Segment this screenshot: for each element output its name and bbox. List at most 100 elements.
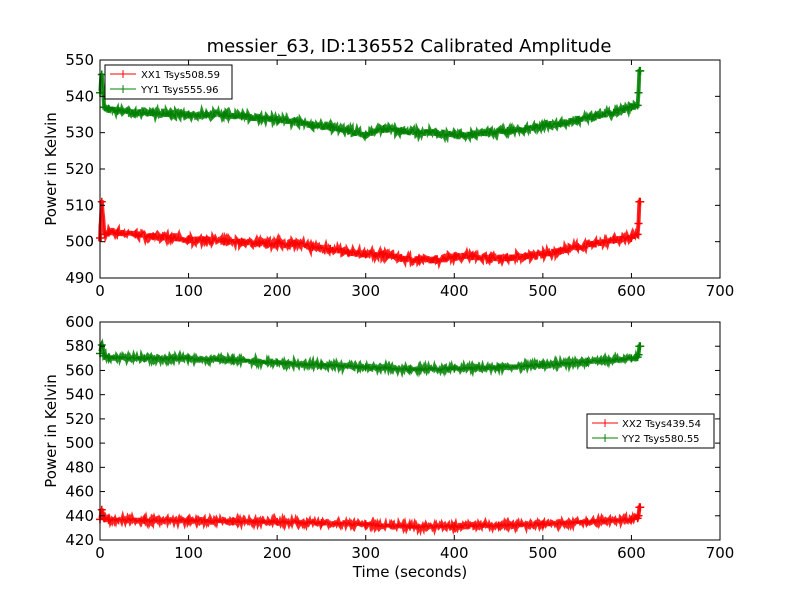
data-point (104, 515, 113, 524)
y-tick-label: 550 (65, 51, 94, 69)
y-tick-label: 560 (65, 361, 94, 379)
data-point (149, 232, 158, 241)
x-tick-label: 100 (174, 544, 203, 562)
y-tick-label: 580 (65, 337, 94, 355)
data-point (255, 239, 264, 248)
data-point (636, 342, 645, 351)
y-tick-label: 600 (65, 313, 94, 331)
data-point (131, 108, 140, 117)
data-point (503, 254, 512, 263)
x-tick-label: 700 (706, 544, 735, 562)
data-point (361, 520, 370, 529)
bottom-y-axis-label: Power in Kelvin (42, 374, 60, 488)
x-tick-label: 0 (95, 282, 105, 300)
x-tick-label: 0 (95, 544, 105, 562)
data-point (361, 363, 370, 372)
y-tick-label: 530 (65, 124, 94, 142)
data-point (290, 117, 299, 126)
legend-marker-yy2: + (600, 431, 610, 445)
data-point (184, 516, 193, 525)
data-point (113, 228, 122, 237)
series-yy1 (96, 66, 645, 144)
bottom-plot-series (96, 338, 645, 537)
data-point (494, 363, 503, 372)
data-point (450, 522, 459, 531)
data-point (485, 128, 494, 137)
data-point (633, 230, 642, 239)
top-plot-ticks: 0 100 200 300 400 500 600 700 490 500 510 520 530 540… (65, 51, 734, 300)
series-xx1 (96, 197, 645, 270)
bottom-legend-box (586, 413, 715, 449)
data-point (97, 197, 106, 206)
data-point (538, 121, 547, 130)
chart-title: messier_63, ID:136552 Calibrated Amplitu… (207, 36, 612, 57)
data-point (317, 360, 326, 369)
y-tick-label: 500 (65, 233, 94, 251)
data-point (634, 350, 643, 359)
data-point (414, 128, 423, 137)
data-point (326, 123, 335, 132)
legend-label-xx2: XX2 Tsys439.54 (622, 419, 701, 430)
data-point (583, 357, 592, 366)
x-tick-label: 300 (351, 544, 380, 562)
y-tick-label: 480 (65, 458, 94, 476)
data-point (538, 520, 547, 529)
data-point (228, 356, 237, 365)
data-point (609, 235, 618, 244)
data-point (627, 234, 636, 243)
data-point (521, 125, 530, 134)
data-point (273, 239, 282, 248)
bottom-plot-frame (99, 321, 721, 541)
bottom-plot-ticks: 0 100 200 300 400 500 600 700 420 440 460 480 500 520… (65, 313, 734, 562)
data-point (379, 125, 388, 134)
data-point (609, 108, 618, 117)
data-point (634, 511, 643, 520)
data-point (220, 110, 228, 119)
data-point (634, 219, 643, 228)
data-point (237, 112, 246, 121)
data-point (104, 105, 113, 114)
data-point (634, 88, 643, 97)
data-point (397, 254, 406, 263)
data-point (220, 237, 228, 246)
data-point (166, 234, 175, 243)
data-point (308, 243, 317, 252)
x-tick-label: 400 (440, 544, 469, 562)
data-point (237, 237, 246, 246)
x-tick-label: 500 (529, 544, 558, 562)
data-point (361, 250, 370, 259)
data-point (100, 351, 109, 360)
x-tick-label: 600 (617, 544, 646, 562)
x-tick-label: 200 (263, 282, 292, 300)
x-tick-label: 400 (440, 282, 469, 300)
data-point (317, 519, 326, 528)
data-point (432, 255, 441, 264)
data-point (131, 230, 140, 239)
x-tick-label: 300 (351, 282, 380, 300)
data-point (636, 66, 645, 75)
y-tick-label: 420 (65, 531, 94, 549)
data-point (627, 103, 636, 112)
data-point (636, 503, 645, 512)
y-tick-label: 520 (65, 160, 94, 178)
data-point (521, 252, 530, 261)
data-point (468, 252, 476, 261)
data-point (308, 121, 317, 130)
y-tick-label: 440 (65, 507, 94, 525)
data-point (485, 254, 494, 263)
data-point (202, 110, 211, 119)
data-point (184, 354, 193, 363)
data-point (184, 110, 193, 119)
data-point (397, 126, 406, 135)
data-point (414, 255, 423, 264)
data-point (104, 228, 113, 237)
y-tick-label: 500 (65, 434, 94, 452)
data-point (273, 358, 282, 367)
data-point (344, 248, 352, 257)
data-point (202, 235, 211, 244)
x-tick-label: 100 (174, 282, 203, 300)
top-legend-box (104, 64, 233, 100)
legend-label-xx1: XX1 Tsys508.59 (141, 70, 220, 81)
data-point (636, 197, 645, 206)
